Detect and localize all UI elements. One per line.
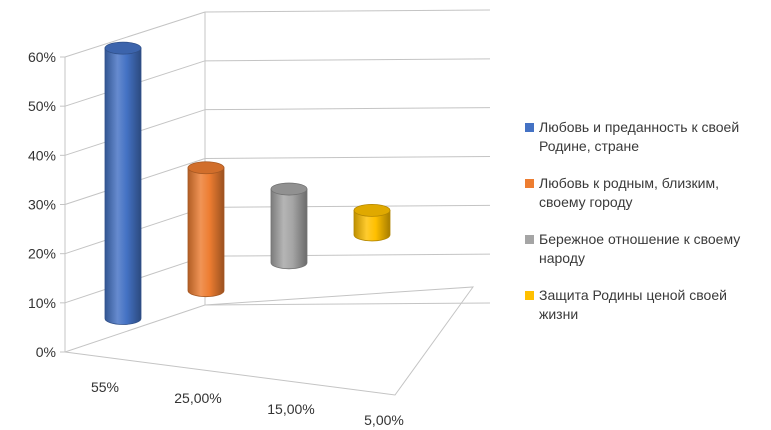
y-tick-label: 10% <box>28 295 56 311</box>
legend-item: Бережное отношение к своему народу <box>525 230 765 268</box>
bar <box>187 167 225 298</box>
legend-label: Любовь к родным, близким, своему городу <box>539 175 720 210</box>
legend-item: Защита Родины ценой своей жизни <box>525 286 765 324</box>
legend-swatch <box>525 291 534 300</box>
y-tick-label: 30% <box>28 197 56 213</box>
gridline <box>204 58 491 62</box>
bar <box>353 209 391 242</box>
gridline <box>204 9 491 13</box>
x-tick-label: 5,00% <box>364 412 404 428</box>
y-tick-label: 60% <box>28 49 56 65</box>
legend-swatch <box>525 235 534 244</box>
gridline <box>64 304 206 353</box>
y-tick-label: 20% <box>28 246 56 262</box>
legend-swatch <box>525 179 534 188</box>
gridline <box>204 156 491 159</box>
gridline <box>204 107 491 111</box>
legend: Любовь и преданность к своей Родине, стр… <box>525 118 765 342</box>
x-tick-label: 55% <box>91 379 119 395</box>
legend-item: Любовь к родным, близким, своему городу <box>525 174 765 212</box>
legend-label: Защита Родины ценой своей жизни <box>539 287 727 322</box>
x-axis-ticks: 55% 25,00% 15,00% 5,00% <box>91 379 404 428</box>
legend-label: Любовь и преданность к своей Родине, стр… <box>539 119 740 154</box>
y-tick-label: 0% <box>36 344 56 360</box>
bar-top <box>187 161 225 175</box>
gridline <box>64 11 206 58</box>
x-tick-label: 15,00% <box>267 401 314 417</box>
bar <box>104 47 142 325</box>
gridline <box>204 204 491 208</box>
bar-top <box>104 41 142 55</box>
bar-top <box>353 203 391 217</box>
chart-floor <box>64 286 475 396</box>
gridline <box>204 253 491 257</box>
gridline <box>204 302 491 306</box>
bar <box>270 188 308 270</box>
x-tick-label: 25,00% <box>174 390 221 406</box>
legend-item: Любовь и преданность к своей Родине, стр… <box>525 118 765 156</box>
y-axis-ticks: 0% 10% 20% 30% 40% 50% 60% <box>28 49 56 360</box>
legend-swatch <box>525 123 534 132</box>
chart: 0% 10% 20% 30% 40% 50% 60% 55% 25,00% 15,00% 5,00… <box>28 9 491 428</box>
y-tick-label: 50% <box>28 98 56 114</box>
legend-label: Бережное отношение к своему народу <box>539 231 741 266</box>
bar-top <box>270 182 308 196</box>
chart-bars <box>104 41 391 325</box>
y-tick-label: 40% <box>28 147 56 163</box>
